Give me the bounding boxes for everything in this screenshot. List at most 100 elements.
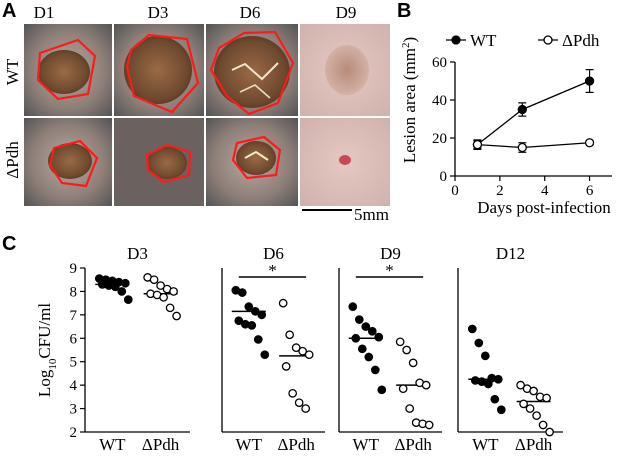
panel-c-point bbox=[357, 344, 367, 354]
panel-c-category-label: WT bbox=[99, 435, 126, 454]
photo-pdh-d3 bbox=[114, 118, 204, 206]
panel-b-point bbox=[517, 142, 527, 153]
day-label-d1: D1 bbox=[34, 3, 55, 22]
panel-c-point bbox=[149, 275, 159, 285]
panel-c-point bbox=[351, 333, 361, 343]
panel-b-point bbox=[584, 138, 595, 148]
panel-c-title: D9 bbox=[380, 244, 401, 263]
panel-b-point bbox=[517, 104, 527, 115]
panel-c-point bbox=[234, 316, 244, 326]
panel-c-point bbox=[516, 380, 525, 390]
panel-c-title: D12 bbox=[496, 244, 525, 263]
strain-label-wt: WT bbox=[3, 58, 22, 85]
panel-c-point bbox=[519, 399, 528, 409]
panel-c-point bbox=[490, 394, 500, 404]
strain-label-pdh: ΔPdh bbox=[3, 141, 22, 179]
panel-b-series-line bbox=[477, 80, 590, 146]
panel-c-point bbox=[165, 303, 175, 313]
panel-c-point bbox=[402, 345, 412, 355]
day-label-d6: D6 bbox=[240, 3, 261, 22]
day-label-d9: D9 bbox=[336, 3, 357, 22]
panel-c-point bbox=[285, 330, 295, 340]
panel-c-point bbox=[172, 311, 181, 321]
panel-c-point bbox=[298, 346, 308, 356]
panel-c-point bbox=[169, 287, 178, 296]
panel-c-y-tick-label: 9 bbox=[70, 261, 78, 277]
panel-c-y-tick-label: 5 bbox=[70, 355, 78, 371]
panel-c-point bbox=[542, 393, 551, 403]
panel-c-point bbox=[288, 388, 298, 398]
panel-c-point bbox=[364, 352, 374, 362]
panel-b-x-axis-label: Days post-infection bbox=[477, 198, 611, 217]
photo-wt-d1 bbox=[24, 24, 112, 116]
panel-c-point bbox=[532, 411, 541, 420]
panel-c-point bbox=[408, 358, 418, 368]
panel-c-y-tick-label: 4 bbox=[70, 378, 78, 394]
panel-c-point bbox=[354, 315, 364, 324]
photo-wt-d6 bbox=[206, 24, 298, 116]
photo-pdh-d1 bbox=[24, 118, 112, 206]
panel-c-significance-star: * bbox=[385, 261, 394, 280]
panel-c-point bbox=[253, 335, 263, 344]
panel-c-point bbox=[120, 278, 130, 288]
panel-c-category-label: WT bbox=[236, 435, 263, 454]
panel-c-title: D3 bbox=[127, 244, 148, 263]
panel-c-point bbox=[247, 321, 257, 330]
panel-c-point bbox=[281, 362, 291, 371]
panel-c-significance-star: * bbox=[268, 261, 277, 280]
panel-c-point bbox=[278, 298, 288, 308]
panel-letter-b: B bbox=[397, 0, 411, 22]
panel-c-point bbox=[370, 365, 380, 375]
panel-c-point bbox=[294, 398, 304, 408]
panel-c-category-label: ΔPdh bbox=[142, 435, 180, 454]
panel-c-point bbox=[405, 404, 415, 413]
panel-c-y-tick-label: 8 bbox=[70, 284, 78, 300]
panel-c-point bbox=[480, 351, 490, 361]
panel-b-legend-marker bbox=[451, 35, 461, 45]
panel-c-point bbox=[304, 350, 314, 360]
panel-c-point bbox=[395, 337, 405, 347]
panel-c-title: D6 bbox=[263, 244, 284, 263]
panel-c-point bbox=[483, 379, 493, 389]
photo-pdh-d9 bbox=[300, 118, 390, 206]
panel-c-point bbox=[467, 324, 477, 334]
panel-c-point bbox=[250, 306, 260, 316]
panel-c-point bbox=[301, 404, 311, 413]
panel-b-y-axis-label: Lesion area (mm2) bbox=[400, 37, 419, 163]
photo-wt-d9 bbox=[300, 24, 390, 116]
panel-c-point bbox=[361, 322, 371, 331]
panel-c-point bbox=[156, 281, 165, 290]
scale-bar-label: 5mm bbox=[354, 205, 389, 224]
panel-c-point bbox=[421, 380, 431, 390]
panel-c-point bbox=[424, 420, 434, 430]
panel-b: B Lesion area (mm2) Days post-infection … bbox=[397, 0, 612, 217]
panel-c-point bbox=[545, 427, 554, 437]
panel-c-point bbox=[529, 386, 538, 396]
panel-b-point bbox=[472, 139, 483, 150]
panel-c-point bbox=[348, 302, 358, 312]
panel-c-point bbox=[110, 282, 120, 292]
panel-b-legend-label: WT bbox=[470, 31, 497, 50]
panel-c-category-label: WT bbox=[472, 435, 499, 454]
day-label-d3: D3 bbox=[148, 3, 169, 22]
panel-c-y-axis-label: Log10CFU/ml bbox=[35, 303, 59, 397]
panel-c-point bbox=[260, 350, 270, 360]
panel-b-point bbox=[584, 76, 595, 86]
panel-c-point bbox=[291, 343, 301, 353]
panel-c-point bbox=[117, 287, 127, 296]
panel-c-point bbox=[367, 326, 377, 336]
panel-c-point bbox=[493, 374, 503, 384]
panel-c-point bbox=[474, 338, 484, 348]
panel-c-y-tick-label: 7 bbox=[70, 308, 78, 324]
panel-b-y-tick-label: 20 bbox=[432, 131, 447, 147]
photo-wt-d3 bbox=[114, 24, 204, 116]
panel-c-point bbox=[123, 295, 133, 304]
panel-c-category-label: ΔPdh bbox=[277, 435, 315, 454]
panel-c-point bbox=[374, 332, 384, 342]
panel-letter-a: A bbox=[2, 0, 16, 22]
panel-b-legend-label: ΔPdh bbox=[562, 31, 600, 50]
panel-c-point bbox=[237, 288, 247, 297]
panel-c-point bbox=[244, 302, 254, 312]
